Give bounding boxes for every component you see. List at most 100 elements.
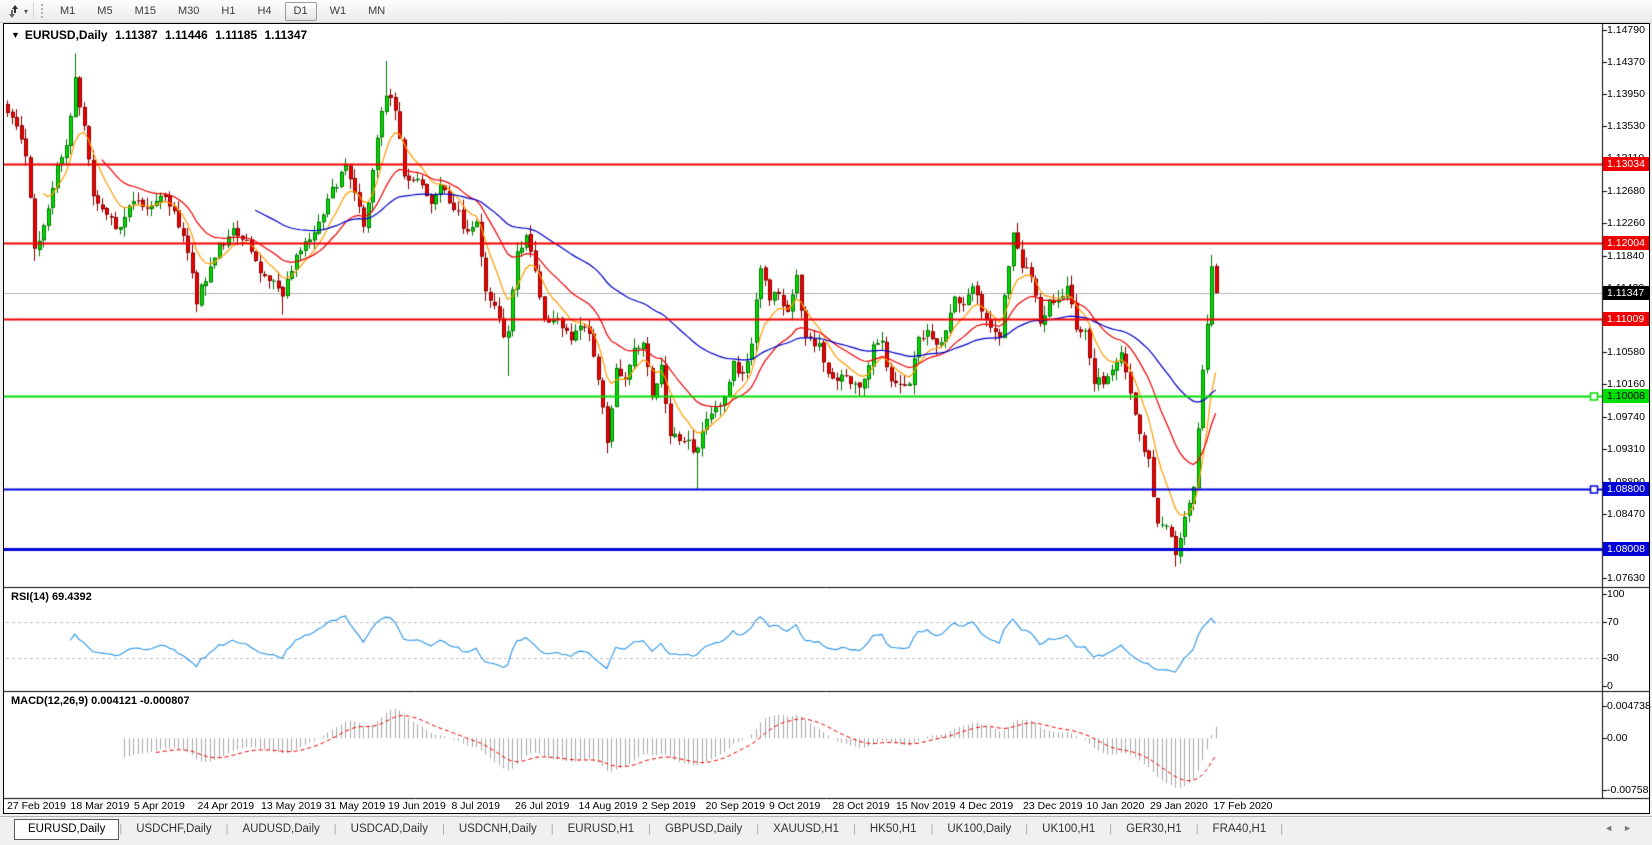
price-axis-label: 1.07630 [1607,572,1645,585]
price-level-badge: 1.12004 [1603,236,1649,251]
price-axis-label: 1.10580 [1607,346,1645,359]
timeframe-button-h1[interactable]: H1 [221,4,236,17]
tab-separator: | [550,823,554,835]
tab-separator: | [333,823,337,835]
tab-uk100-daily[interactable]: UK100,Daily [947,823,1012,835]
tab-xauusd-h1[interactable]: XAUUSD,H1 [773,823,839,835]
timeframe-button-w1[interactable]: W1 [329,4,347,17]
timeframe-button-m5[interactable]: M5 [97,4,113,17]
price-axis-label: 1.09310 [1607,443,1645,456]
chart-window: ▼ EURUSD,Daily 1.11387 1.11446 1.11185 1.… [3,23,1651,814]
timeframe-button-d1[interactable]: D1 [284,1,317,21]
toolbar-grip-handle[interactable] [41,4,44,18]
tab-separator: | [225,823,229,835]
tab-scroll-left-icon[interactable]: ◄ [1604,823,1624,833]
price-level-badge: 1.11347 [1603,286,1649,301]
price-level-badge: 1.10008 [1603,388,1649,403]
tab-eurusd-h1[interactable]: EURUSD,H1 [567,823,635,835]
tab-separator: | [930,823,934,835]
tab-audusd-daily[interactable]: AUDUSD,Daily [242,823,320,835]
tab-eurusd-daily[interactable]: EURUSD,Daily [14,819,120,840]
toolbar-divider [33,3,35,19]
date-label: 19 Jun 2019 [388,800,446,812]
tab-separator: | [441,823,445,835]
ohlc-close: 1.11347 [264,28,308,42]
tab-usdchf-daily[interactable]: USDCHF,Daily [136,823,212,835]
macd-label: MACD(12,26,9) 0.004121 -0.000807 [11,695,190,707]
price-level-badge: 1.08800 [1603,481,1649,496]
tab-separator: | [119,823,123,835]
timeframe-button-m30[interactable]: M30 [177,4,200,17]
date-label: 4 Dec 2019 [959,800,1014,812]
symbol-dropdown-icon[interactable]: ▼ [11,30,20,40]
date-label: 2 Sep 2019 [642,800,696,812]
date-label: 20 Sep 2019 [705,800,766,812]
date-label: 24 Apr 2019 [197,800,255,812]
tab-separator: | [852,823,856,835]
price-level-badge: 1.11009 [1603,312,1649,327]
timeframe-button-m1[interactable]: M1 [60,4,76,17]
price-axis-label: 1.12260 [1607,217,1645,230]
tab-separator: | [1195,823,1199,835]
price-axis-label: 1.10160 [1607,378,1645,391]
chart-swap-arrows-icon[interactable] [6,4,21,18]
tab-gbpusd-daily[interactable]: GBPUSD,Daily [664,823,743,835]
date-label: 13 May 2019 [261,800,322,812]
tab-separator: | [756,823,760,835]
tab-usdcad-daily[interactable]: USDCAD,Daily [350,823,428,835]
price-axis-label: 1.11840 [1607,249,1645,262]
date-label: 8 Jul 2019 [451,800,500,812]
ohlc-low: 1.11185 [215,28,258,42]
date-label: 23 Dec 2019 [1023,800,1083,812]
price-level-badge: 1.08008 [1603,542,1649,557]
chart-tab-bar: EURUSD,Daily | USDCHF,Daily | AUDUSD,Daily | U… [0,816,1652,845]
date-label: 10 Jan 2020 [1086,800,1145,812]
timeframe-button-mn[interactable]: MN [368,4,386,17]
tab-uk100-h1[interactable]: UK100,H1 [1042,823,1096,835]
price-axis-label: 1.08470 [1607,507,1645,520]
timeframe-button-m15[interactable]: M15 [134,4,156,17]
chart-canvas[interactable] [4,24,1649,813]
price-level-badge: 1.13034 [1603,157,1649,172]
rsi-axis-label: 100 [1607,588,1625,600]
macd-axis-label: 0.00 [1607,732,1628,745]
timeframe-button-h4[interactable]: H4 [257,4,272,17]
tab-hk50-h1[interactable]: HK50,H1 [869,823,917,835]
price-axis-label: 1.09740 [1607,410,1645,423]
tab-usdcnh-daily[interactable]: USDCNH,Daily [458,823,537,835]
macd-axis-label: -0.00758 [1607,784,1649,796]
toolbar-dropdown-caret-icon[interactable]: ▾ [24,6,29,16]
tab-separator: | [1109,823,1113,835]
timeframe-toolbar: ▾ M1 M5 M15 M30 H1 H4 D1 W1 MN [0,0,1652,23]
date-label: 29 Jan 2020 [1150,800,1208,812]
tab-separator: | [1025,823,1029,835]
date-label: 27 Feb 2019 [7,800,66,812]
tab-separator: | [1280,823,1284,835]
date-label: 28 Oct 2019 [832,800,890,812]
tab-scroll-right-icon[interactable]: ► [1623,823,1642,833]
date-label: 9 Oct 2019 [769,800,821,812]
date-label: 14 Aug 2019 [578,800,638,812]
ohlc-high: 1.11446 [165,28,208,42]
chart-symbol-period: EURUSD,Daily [24,28,108,42]
rsi-axis-label: 0 [1607,680,1613,692]
price-axis-label: 1.13530 [1607,120,1645,133]
date-label: 31 May 2019 [324,800,386,812]
price-axis-label: 1.13950 [1607,87,1645,100]
tab-separator: | [648,823,651,835]
price-axis-label: 1.12680 [1607,185,1645,198]
macd-axis-label: 0.004738 [1607,700,1651,712]
ohlc-open: 1.11387 [114,28,158,42]
tab-fra40-h1[interactable]: FRA40,H1 [1212,823,1267,835]
price-axis-label: 1.14370 [1607,55,1645,68]
tab-ger30-h1[interactable]: GER30,H1 [1126,823,1182,835]
chart-title: ▼ EURUSD,Daily 1.11387 1.11446 1.11185 1.… [11,28,311,42]
price-axis-label: 1.14790 [1607,23,1645,36]
date-label: 26 Jul 2019 [515,800,570,812]
rsi-label: RSI(14) 69.4392 [11,591,92,603]
rsi-axis-label: 70 [1607,615,1619,628]
date-label: 15 Nov 2019 [896,800,956,812]
date-label: 18 Mar 2019 [70,800,130,812]
rsi-axis-label: 30 [1607,652,1619,665]
